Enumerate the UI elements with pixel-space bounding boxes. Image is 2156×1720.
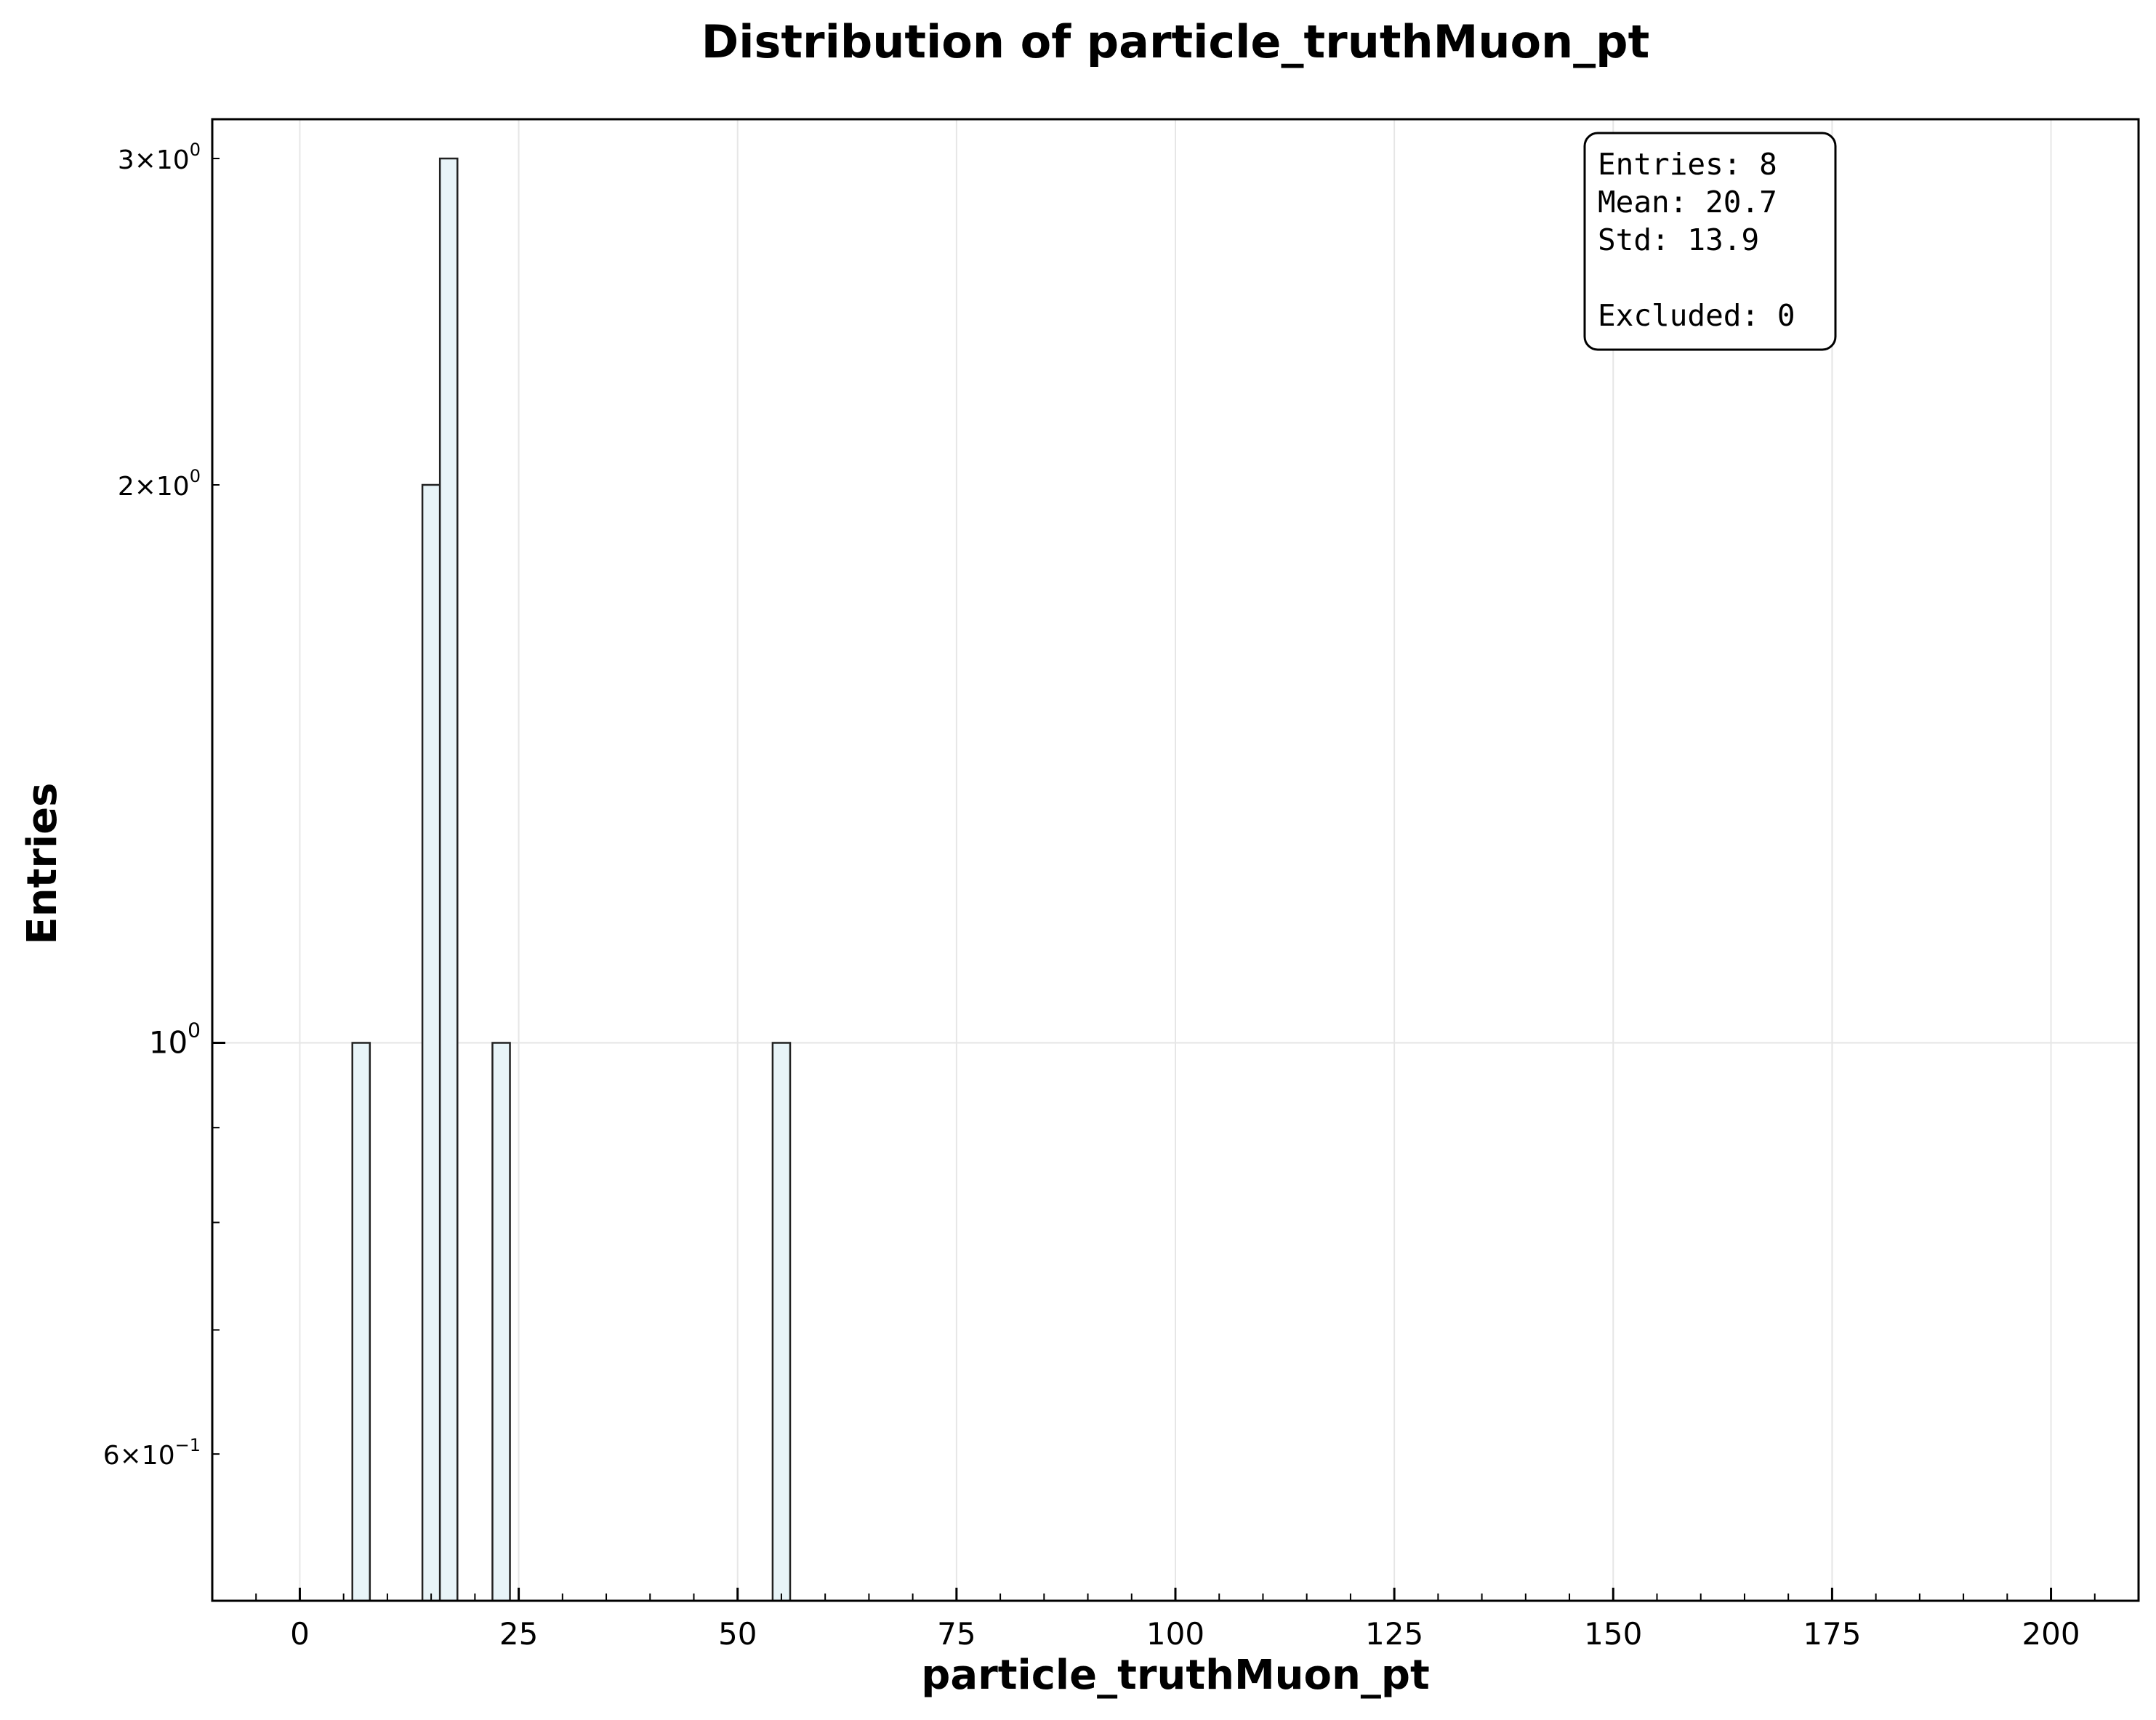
y-tick-label: 3×100 — [118, 140, 201, 175]
histogram-bar — [421, 483, 441, 1602]
y-axis-ticks: 3×100 2×100 100 6×10−1 — [103, 140, 225, 1471]
stats-mean: Mean: 20.7 — [1598, 185, 1777, 220]
histogram-bar — [351, 1042, 371, 1602]
x-axis-label: particle_truthMuon_pt — [921, 1652, 1430, 1699]
stats-excluded: Excluded: 0 — [1598, 298, 1795, 333]
histogram-bar — [491, 1042, 511, 1602]
histogram-bar — [438, 157, 459, 1602]
stats-box-frame — [1583, 132, 1837, 351]
y-axis-label: Entries — [19, 782, 66, 944]
histogram-bars — [351, 157, 792, 1602]
x-tick-label: 25 — [499, 1616, 538, 1652]
x-tick-label: 75 — [937, 1616, 976, 1652]
y-tick-label: 2×100 — [118, 466, 201, 502]
grid-lines — [212, 119, 2139, 1601]
chart-title: Distribution of particle_truthMuon_pt — [701, 15, 1649, 68]
x-tick-label: 125 — [1365, 1616, 1423, 1652]
x-tick-label: 100 — [1146, 1616, 1204, 1652]
stats-std: Std: 13.9 — [1598, 222, 1759, 257]
y-tick-label: 100 — [149, 1018, 201, 1060]
x-axis-ticks: 0 25 50 75 100 125 150 175 200 — [212, 1588, 2139, 1652]
x-tick-label: 150 — [1584, 1616, 1642, 1652]
stats-entries: Entries: 8 — [1598, 147, 1777, 182]
y-tick-label: 6×10−1 — [103, 1435, 201, 1471]
x-tick-label: 50 — [718, 1616, 757, 1652]
histogram-bar — [771, 1042, 792, 1602]
stats-box: Entries: 8 Mean: 20.7 Std: 13.9 Excluded… — [1583, 132, 1837, 351]
x-tick-label: 0 — [290, 1616, 310, 1652]
x-tick-label: 175 — [1803, 1616, 1861, 1652]
x-tick-label: 200 — [2022, 1616, 2080, 1652]
